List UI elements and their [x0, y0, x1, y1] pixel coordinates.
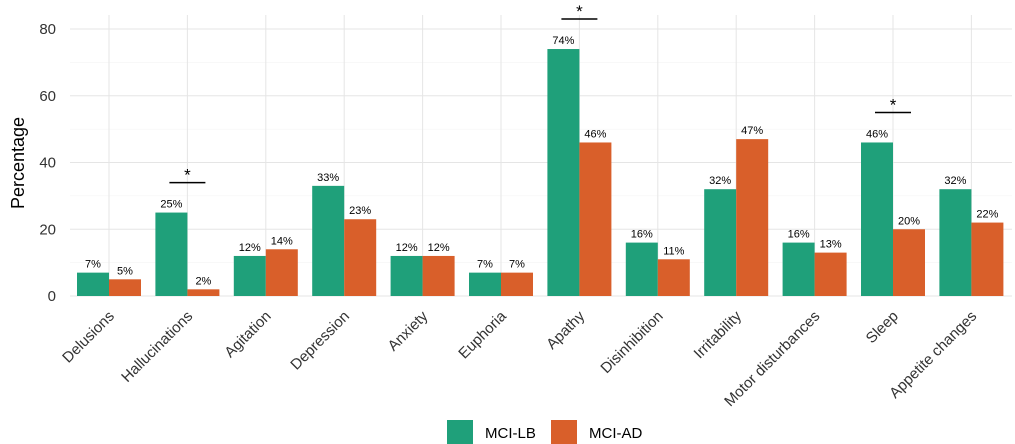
x-tick-label: Agitation — [221, 308, 274, 361]
data-label: 2% — [195, 275, 211, 287]
bar-mci-lb — [939, 189, 972, 296]
data-label: 22% — [976, 209, 998, 221]
bar-mci-ad — [422, 255, 455, 296]
data-labels: 7% 25% 12% 33% 12% 7% 74% 16% 32% 16% 46% 32% 5% 2% 14… — [85, 35, 999, 287]
data-label: 12% — [428, 242, 450, 254]
x-tick-label: Appetite changes — [886, 308, 980, 402]
bar-mci-ad — [344, 219, 377, 296]
data-label: 74% — [552, 35, 574, 47]
bar-mci-lb — [625, 242, 658, 296]
data-label: 33% — [317, 172, 339, 184]
bar-mci-ad — [109, 279, 141, 296]
x-tick-label: Depression — [287, 308, 353, 374]
y-axis-label: Percentage — [8, 117, 28, 209]
bar-mci-ad — [579, 142, 612, 296]
legend-label-mci-lb: MCI-LB — [485, 425, 536, 442]
y-tick-label: 40 — [39, 155, 56, 172]
y-tick-label: 0 — [48, 288, 56, 305]
y-axis-ticks: 0 20 40 60 80 — [39, 21, 56, 305]
data-label: 11% — [663, 245, 684, 257]
bar-mci-lb — [782, 242, 815, 296]
bar-mci-ad — [501, 272, 533, 296]
legend: MCI-LB MCI-AD — [447, 420, 642, 444]
legend-swatch-mci-lb — [447, 420, 473, 444]
x-tick-label: Sleep — [863, 308, 902, 347]
y-tick-label: 60 — [39, 88, 56, 105]
data-label: 46% — [584, 128, 606, 140]
bar-mci-lb — [77, 272, 109, 296]
x-tick-label: Anxiety — [385, 307, 432, 354]
significance-star: * — [576, 2, 583, 21]
x-tick-label: Hallucinations — [118, 308, 196, 386]
bar-mci-lb — [233, 255, 266, 296]
legend-label-mci-ad: MCI-AD — [589, 425, 642, 442]
data-label: 5% — [117, 265, 133, 277]
significance-markers: * * * — [169, 2, 911, 185]
data-label: 20% — [898, 215, 920, 227]
data-label: 46% — [866, 128, 888, 140]
data-label: 25% — [160, 199, 182, 211]
data-label: 23% — [349, 205, 371, 217]
data-label: 13% — [820, 239, 842, 251]
x-axis-ticks: Delusions Hallucinations Agitation Depressi… — [59, 307, 980, 410]
x-tick-label: Apathy — [543, 307, 588, 352]
data-label: 32% — [709, 175, 731, 187]
bar-mci-ad — [814, 252, 847, 296]
x-tick-label: Irritability — [691, 307, 746, 362]
bar-mci-lb — [861, 142, 893, 296]
bar-mci-lb — [704, 189, 737, 296]
data-label: 7% — [85, 259, 101, 271]
bar-mci-ad — [893, 229, 925, 296]
data-label: 7% — [477, 259, 493, 271]
y-tick-label: 20 — [39, 221, 56, 238]
bar-mci-ad — [187, 289, 220, 296]
data-label: 16% — [631, 229, 653, 241]
x-tick-label: Disinhibition — [597, 308, 666, 377]
bar-mci-ad — [971, 222, 1004, 296]
bar-mci-lb — [312, 185, 345, 296]
significance-star: * — [890, 95, 897, 114]
y-tick-label: 80 — [39, 21, 56, 38]
data-label: 7% — [509, 259, 525, 271]
bar-mci-lb — [469, 272, 501, 296]
x-tick-label: Delusions — [59, 308, 118, 367]
bar-mci-ad — [265, 249, 298, 296]
significance-star: * — [184, 166, 191, 185]
bar-mci-lb — [390, 255, 423, 296]
data-label: 47% — [741, 125, 763, 137]
bar-mci-ad — [657, 259, 690, 296]
data-label: 14% — [271, 235, 293, 247]
data-label: 16% — [788, 229, 810, 241]
bars — [77, 49, 1004, 297]
data-label: 32% — [944, 175, 966, 187]
data-label: 12% — [239, 242, 261, 254]
bar-mci-ad — [736, 139, 769, 296]
bar-mci-lb — [155, 212, 188, 296]
bar-mci-lb — [547, 49, 580, 297]
data-label: 12% — [396, 242, 418, 254]
legend-swatch-mci-ad — [551, 420, 577, 444]
x-tick-label: Euphoria — [455, 307, 510, 362]
